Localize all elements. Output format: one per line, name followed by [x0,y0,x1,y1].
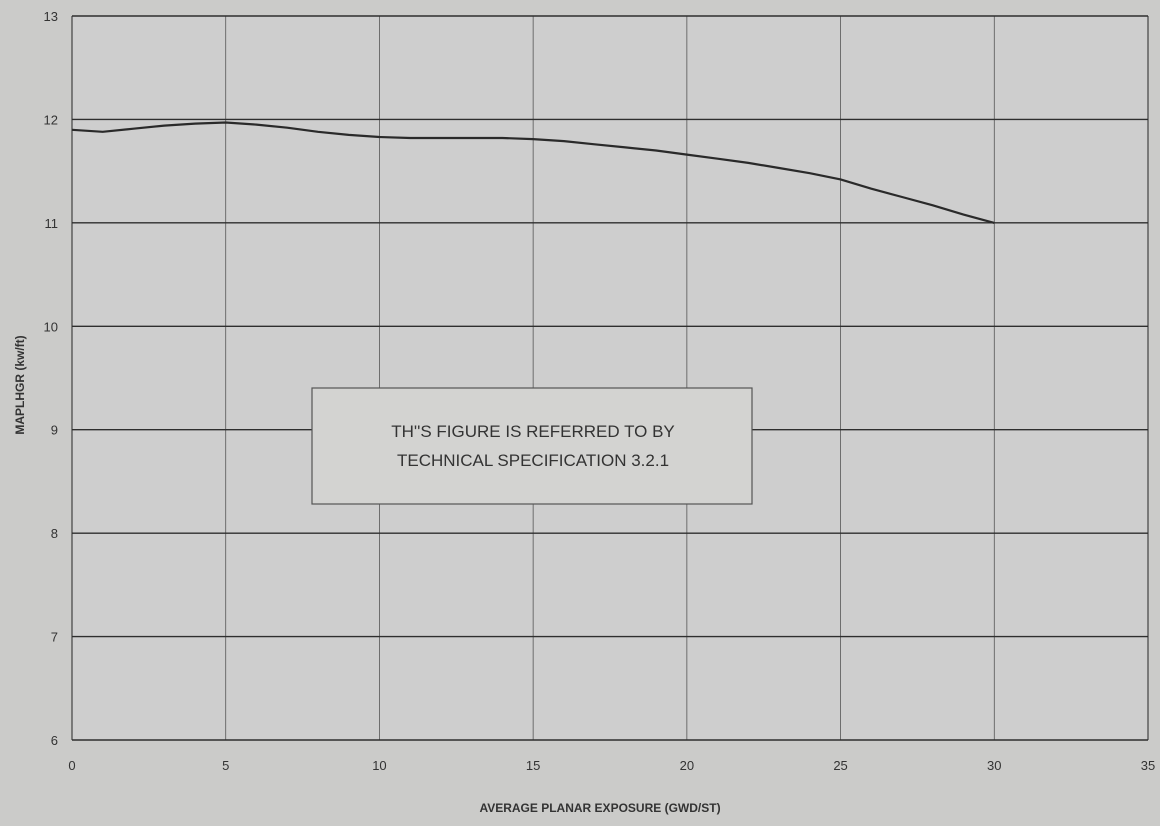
x-tick-label: 0 [68,758,75,773]
plot-area [72,16,1148,740]
y-axis-title: MAPLHGR (kw/ft) [13,335,27,434]
x-tick-label: 15 [526,758,540,773]
y-tick-label: 10 [44,319,58,334]
x-tick-label: 25 [833,758,847,773]
y-tick-label: 8 [51,526,58,541]
y-tick-label: 6 [51,733,58,748]
x-tick-label: 35 [1141,758,1155,773]
annotation-line-1: TH''S FIGURE IS REFERRED TO BY [391,422,675,441]
annotation-box-border [311,387,753,505]
y-tick-labels: 6 7 8 9 10 11 12 13 [44,9,58,748]
y-tick-label: 7 [51,630,58,645]
y-tick-label: 13 [44,9,58,24]
x-tick-labels: 0 5 10 15 20 25 30 35 [68,758,1155,773]
x-tick-label: 10 [372,758,386,773]
y-tick-label: 11 [45,216,59,231]
x-tick-label: 5 [222,758,229,773]
x-tick-label: 30 [987,758,1001,773]
annotation-box: TH''S FIGURE IS REFERRED TO BY TECHNICAL… [311,387,753,505]
series-line [71,121,995,224]
y-tick-label: 12 [44,112,58,127]
y-tick-label: 9 [51,423,58,438]
horizontal-gridlines [72,15,1148,741]
x-axis-title: AVERAGE PLANAR EXPOSURE (GWD/ST) [479,801,720,815]
annotation-line-2: TECHNICAL SPECIFICATION 3.2.1 [397,451,669,470]
x-tick-label: 20 [680,758,694,773]
